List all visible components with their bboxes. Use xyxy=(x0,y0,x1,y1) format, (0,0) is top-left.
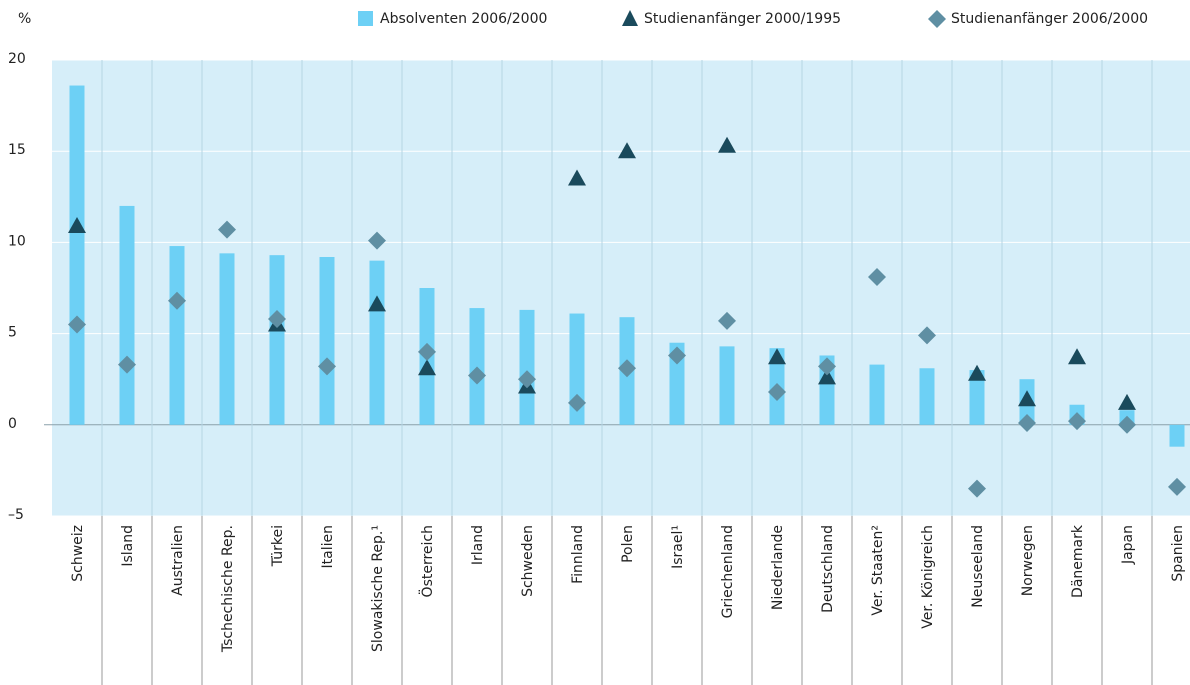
bar xyxy=(119,205,135,425)
triangle-marker xyxy=(368,295,386,312)
bar xyxy=(1169,424,1185,447)
bar xyxy=(319,256,335,425)
bar xyxy=(519,309,535,425)
bar xyxy=(869,364,885,425)
triangle-marker xyxy=(718,136,736,153)
x-tick-label: Griechenland xyxy=(720,525,736,618)
bar xyxy=(819,355,835,425)
triangle-marker xyxy=(1118,393,1136,410)
bar xyxy=(669,342,685,425)
y-tick-label: 10 xyxy=(8,233,26,249)
diamond-marker xyxy=(868,268,886,287)
diamond-marker xyxy=(1168,477,1186,496)
diamond-marker xyxy=(368,231,386,250)
y-tick-label: 15 xyxy=(8,142,26,158)
legend-swatch xyxy=(622,10,638,26)
diamond-marker xyxy=(318,357,336,376)
x-tick-label: Schweiz xyxy=(70,525,86,582)
triangle-marker xyxy=(568,169,586,186)
diamond-marker xyxy=(618,359,636,378)
bar xyxy=(719,346,735,425)
x-tick-label: Niederlande xyxy=(770,525,786,610)
x-tick-label: Italien xyxy=(320,525,336,568)
diamond-marker xyxy=(668,346,686,365)
y-tick-label: 20 xyxy=(8,51,26,67)
x-tick-label: Türkei xyxy=(270,525,286,567)
x-tick-label: Finnland xyxy=(570,525,586,584)
diamond-marker xyxy=(768,382,786,401)
x-tick-label: Slowakische Rep.¹ xyxy=(370,525,386,652)
diamond-marker xyxy=(518,370,536,389)
legend-label: Absolventen 2006/2000 xyxy=(380,11,547,27)
diamond-marker xyxy=(1118,415,1136,434)
diamond-marker xyxy=(468,366,486,385)
diamond-marker xyxy=(118,355,136,374)
x-tick-label: Israel¹ xyxy=(670,525,686,569)
diamond-marker xyxy=(818,357,836,376)
bar xyxy=(269,255,285,425)
triangle-marker xyxy=(968,364,986,381)
x-tick-label: Island xyxy=(120,525,136,567)
x-tick-label: Polen xyxy=(620,525,636,563)
x-tick-label: Schweden xyxy=(520,525,536,597)
diamond-marker xyxy=(968,479,986,498)
bar xyxy=(369,260,385,425)
legend-label: Studienanfänger 2006/2000 xyxy=(951,11,1148,27)
bar xyxy=(969,370,985,425)
triangle-marker xyxy=(618,142,636,159)
diamond-marker xyxy=(268,310,286,329)
bar xyxy=(169,246,185,425)
y-tick-label: –5 xyxy=(8,507,24,523)
diamond-marker xyxy=(68,315,86,334)
diamond-marker xyxy=(1068,412,1086,431)
x-tick-label: Österreich xyxy=(418,525,436,597)
bar xyxy=(469,308,485,425)
diamond-marker xyxy=(218,220,236,239)
bar xyxy=(219,253,235,425)
bar xyxy=(69,85,85,425)
y-tick-label: 5 xyxy=(8,325,17,341)
bar xyxy=(569,313,585,425)
bar xyxy=(919,368,935,425)
y-axis-label: % xyxy=(18,11,31,27)
diamond-marker xyxy=(718,311,736,330)
legend-swatch xyxy=(358,11,373,26)
y-tick-label: 0 xyxy=(8,416,17,432)
triangle-marker xyxy=(768,348,786,365)
diamond-marker xyxy=(1018,413,1036,432)
x-tick-label: Japan xyxy=(1120,525,1136,565)
triangle-marker xyxy=(1018,390,1036,407)
diamond-marker xyxy=(568,393,586,412)
triangle-marker xyxy=(418,359,436,376)
x-tick-label: Norwegen xyxy=(1020,525,1036,596)
diamond-marker xyxy=(168,291,186,310)
x-tick-label: Deutschland xyxy=(820,525,836,613)
triangle-marker xyxy=(818,368,836,385)
x-tick-label: Australien xyxy=(170,525,186,596)
x-tick-label: Ver. Königreich xyxy=(920,525,936,629)
triangle-marker xyxy=(1068,348,1086,365)
diamond-marker xyxy=(418,342,436,361)
x-tick-label: Dänemark xyxy=(1070,524,1086,598)
diamond-marker xyxy=(918,326,936,345)
legend-label: Studienanfänger 2000/1995 xyxy=(644,11,841,27)
plot-background xyxy=(52,60,1190,516)
x-tick-label: Tschechische Rep. xyxy=(220,525,236,653)
x-tick-label: Neuseeland xyxy=(970,525,986,608)
legend-swatch xyxy=(928,10,946,28)
triangle-marker xyxy=(68,216,86,233)
x-tick-label: Ver. Staaten² xyxy=(870,525,886,616)
x-tick-label: Spanien xyxy=(1170,525,1186,582)
x-tick-label: Irland xyxy=(470,525,486,565)
